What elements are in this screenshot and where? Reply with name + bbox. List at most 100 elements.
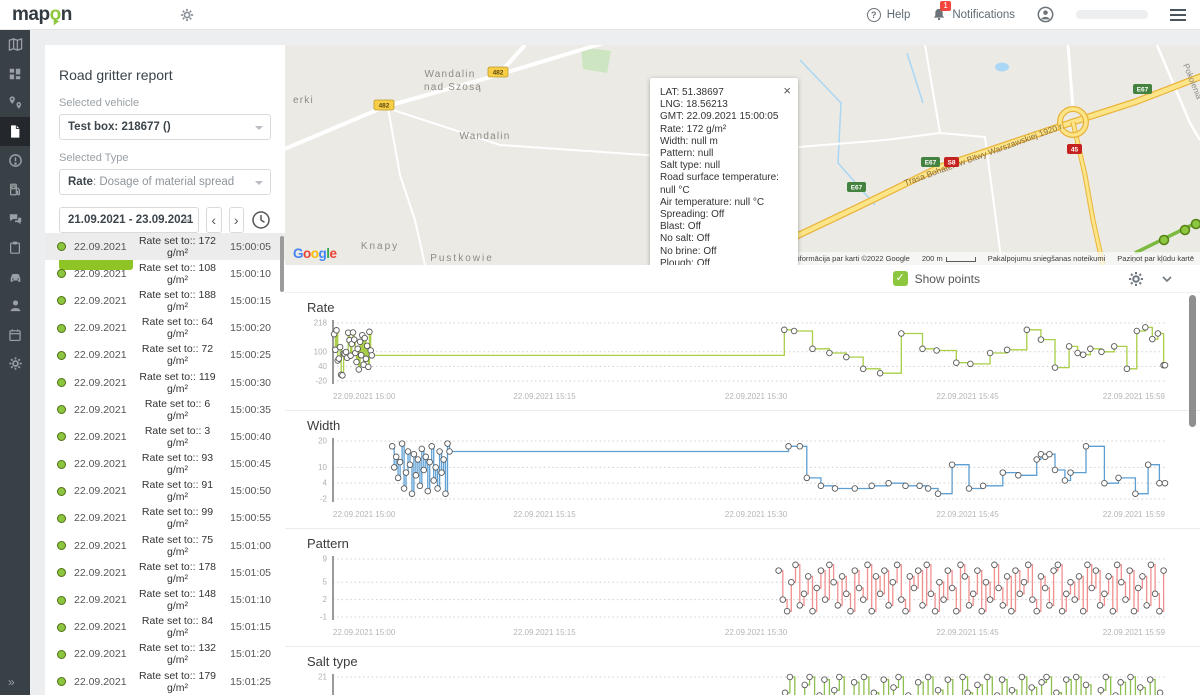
charts-collapse-chevron-icon[interactable] (1160, 272, 1174, 286)
event-status-dot (57, 459, 66, 469)
menu-hamburger-icon[interactable] (1170, 8, 1186, 21)
google-logo-letter: g (318, 246, 327, 261)
event-date: 22.09.2021 (74, 512, 127, 525)
svg-text:22.09.2021 15:59: 22.09.2021 15:59 (1103, 628, 1166, 637)
event-row[interactable]: 22.09.2021 Rate set to:: 84 g/m² 15:01:15 (45, 614, 285, 641)
google-map[interactable]: erki Wandalin nad Szosą Wandalin Knapy P… (285, 45, 1200, 265)
top-header: mapon ? Help 1 Notifications (0, 0, 1200, 30)
notifications-label: Notifications (952, 8, 1015, 21)
rail-item-map[interactable] (0, 30, 30, 59)
rail-collapse-toggle[interactable]: » (8, 675, 15, 689)
tooltip-line: Road surface temperature: null °C (660, 172, 779, 196)
event-row[interactable]: 22.09.2021 Rate set to:: 148 g/m² 15:01:10 (45, 586, 285, 613)
attr-report-error[interactable]: Paziņot par kļūdu kartē (1117, 254, 1194, 263)
event-date: 22.09.2021 (74, 349, 127, 362)
chart-plot[interactable]: 9 5 2 -1 22.09.2021 15:00 22.09.2021 15:15 22.… (285, 553, 1190, 641)
tooltip-close-icon[interactable]: × (783, 83, 791, 98)
prev-period-button[interactable]: ‹ (206, 207, 222, 233)
rail-item-messages[interactable] (0, 204, 30, 233)
google-logo[interactable]: Google (293, 246, 337, 261)
rail-item-tasks[interactable] (0, 233, 30, 262)
tooltip-line: Salt type: null (660, 160, 721, 172)
header-settings-gear-icon[interactable] (180, 8, 194, 22)
svg-text:22.09.2021 15:00: 22.09.2021 15:00 (333, 392, 396, 401)
tooltip-line: Blast: Off (660, 221, 701, 233)
event-row[interactable]: 22.09.2021 Rate set to:: 172 g/m² 15:00:05 (45, 233, 285, 261)
event-row[interactable]: 22.09.2021 Rate set to:: 75 g/m² 15:01:00 (45, 532, 285, 559)
rail-item-reports[interactable] (0, 117, 30, 146)
event-time: 15:00:20 (230, 322, 271, 335)
svg-text:2: 2 (323, 595, 328, 604)
rail-item-alerts[interactable] (0, 146, 30, 175)
event-label: Rate set to:: 119 g/m² (139, 370, 216, 395)
chevron-down-icon (183, 219, 191, 223)
chart-plot[interactable]: 20 10 4 -2 22.09.2021 15:00 22.09.2021 15:15 2… (285, 435, 1190, 523)
attr-terms[interactable]: Pakalpojumu sniegšanas noteikumi (987, 254, 1106, 263)
rail-item-fleet[interactable] (0, 262, 30, 291)
rail-item-fuel[interactable] (0, 175, 30, 204)
event-row[interactable]: 22.09.2021 Rate set to:: 93 g/m² 15:00:45 (45, 451, 285, 478)
rail-item-routes[interactable] (0, 88, 30, 117)
event-label: Rate set to:: 64 g/m² (141, 316, 214, 341)
rail-item-settings[interactable] (0, 349, 30, 378)
tooltip-line: Plough: Off (660, 257, 710, 265)
svg-text:9: 9 (323, 555, 328, 564)
mapon-logo[interactable]: mapon (12, 4, 72, 26)
svg-text:22.09.2021 15:15: 22.09.2021 15:15 (513, 628, 576, 637)
event-row[interactable]: 22.09.2021 Rate set to:: 99 g/m² 15:00:55 (45, 505, 285, 532)
event-time: 15:01:15 (230, 621, 271, 634)
vehicle-select[interactable]: Test box: 218677 () (59, 114, 271, 140)
notifications-button[interactable]: 1 Notifications (932, 1, 1015, 22)
type-select[interactable]: Rate : Dosage of material spread (59, 169, 271, 195)
google-logo-letter: o (303, 246, 311, 261)
event-row[interactable]: 22.09.2021 Rate set to:: 178 g/m² 15:01:05 (45, 559, 285, 586)
type-value-secondary: : Dosage of material spread (92, 176, 235, 188)
event-row[interactable]: 22.09.2021 Rate set to:: 119 g/m² 15:00:30 (45, 369, 285, 396)
show-points-checkbox[interactable]: ✓ (892, 271, 908, 286)
event-row[interactable]: 22.09.2021 Rate set to:: 179 g/m² 15:01:25 (45, 668, 285, 695)
attr-map-data[interactable]: Informācija par karti ©2022 Google (793, 254, 910, 263)
event-row[interactable]: 22.09.2021 Rate set to:: 188 g/m² 15:00:15 (45, 287, 285, 314)
event-list-scrollbar[interactable] (280, 236, 284, 292)
chart-section-pattern: Pattern 9 5 2 -1 22.09.2021 15:00 22.09.2021 1… (285, 528, 1200, 646)
event-date: 22.09.2021 (74, 376, 127, 389)
google-logo-letter: o (310, 246, 319, 261)
time-settings-button[interactable] (251, 207, 271, 233)
chart-plot[interactable]: 218 100 40 -20 22.09.2021 15:00 22.09.2021 15… (285, 317, 1190, 405)
event-date: 22.09.2021 (74, 267, 127, 280)
event-status-dot (57, 541, 66, 551)
event-row[interactable]: 22.09.2021 Rate set to:: 108 g/m² 15:00:10 (45, 260, 285, 287)
map-highway (727, 73, 1200, 265)
rail-item-calendar[interactable] (0, 320, 30, 349)
logo-text-end: n (60, 3, 73, 25)
user-avatar[interactable] (1037, 6, 1054, 23)
map-forest-patch (581, 47, 611, 73)
event-row[interactable]: 22.09.2021 Rate set to:: 91 g/m² 15:00:50 (45, 478, 285, 505)
svg-text:S8: S8 (948, 160, 956, 167)
event-status-dot (57, 677, 66, 687)
event-status-dot (57, 378, 66, 388)
event-date: 22.09.2021 (74, 648, 127, 661)
event-row[interactable]: 22.09.2021 Rate set to:: 6 g/m² 15:00:35 (45, 396, 285, 423)
help-button[interactable]: ? Help (866, 7, 910, 22)
charts-settings-gear-icon[interactable] (1128, 271, 1144, 287)
event-row[interactable]: 22.09.2021 Rate set to:: 3 g/m² 15:00:40 (45, 423, 285, 450)
charts-area: Rate 218 100 40 -20 22.09.2021 15:00 22.09.202… (285, 293, 1200, 695)
svg-text:22.09.2021 15:30: 22.09.2021 15:30 (725, 510, 788, 519)
tooltip-line: No brine: Off (660, 245, 717, 257)
event-row[interactable]: 22.09.2021 Rate set to:: 72 g/m² 15:00:25 (45, 342, 285, 369)
event-row[interactable]: 22.09.2021 Rate set to:: 64 g/m² 15:00:20 (45, 315, 285, 342)
event-row[interactable]: 22.09.2021 Rate set to:: 132 g/m² 15:01:20 (45, 641, 285, 668)
event-date: 22.09.2021 (74, 294, 127, 307)
event-label: Rate set to:: 179 g/m² (138, 669, 217, 694)
svg-text:E67: E67 (851, 185, 863, 192)
event-label: Rate set to:: 148 g/m² (138, 588, 217, 613)
event-date: 22.09.2021 (74, 566, 127, 579)
next-period-button[interactable]: › (228, 207, 244, 233)
rail-item-dashboard[interactable] (0, 59, 30, 88)
date-range-select[interactable]: 21.09.2021 - 23.09.2021 (59, 207, 199, 233)
charts-scrollbar[interactable] (1189, 295, 1196, 427)
event-label: Rate set to:: 132 g/m² (138, 642, 217, 667)
rail-item-users[interactable] (0, 291, 30, 320)
